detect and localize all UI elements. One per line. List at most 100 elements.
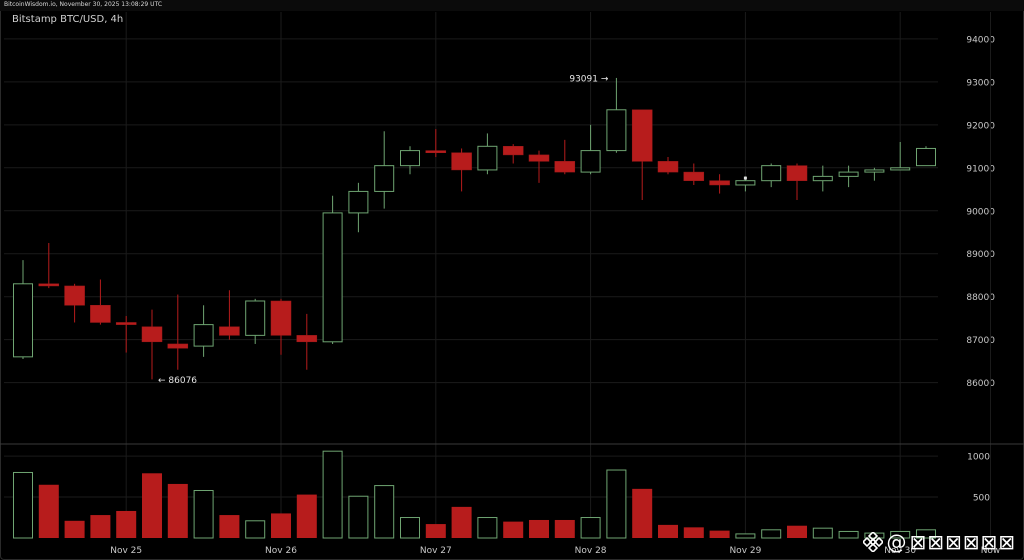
- candle-body-up: [400, 150, 420, 167]
- watermark-at: @: [886, 530, 907, 554]
- candle-body-down: [141, 326, 163, 343]
- volume-bar-up: [193, 489, 214, 539]
- candle-body-up: [735, 180, 756, 186]
- y-tick-label: 90000: [966, 207, 995, 217]
- volume-bar-up: [761, 529, 782, 539]
- x-tick-label: Nov 29: [729, 546, 761, 556]
- volume-bar-down: [219, 515, 240, 538]
- low-annotation: ← 86076: [158, 376, 197, 386]
- watermark-handle: ⊠⊠⊠⊠⊠⊠: [909, 530, 1016, 554]
- y-tick-label: 87000: [966, 336, 995, 346]
- candle-body-up: [348, 190, 369, 214]
- volume-bar-down: [503, 521, 524, 538]
- candle-body-down: [631, 109, 653, 162]
- candle-body-up: [838, 171, 859, 177]
- y-tick-label: 94000: [966, 35, 995, 45]
- candle-body-down: [709, 180, 730, 186]
- candle-body-up: [322, 212, 343, 343]
- volume-bar-down: [658, 524, 678, 538]
- x-tick-label: Nov 26: [265, 546, 297, 556]
- candle-body-up: [864, 169, 885, 173]
- y-tick-label: 92000: [966, 121, 995, 131]
- candle-body-up: [477, 145, 498, 171]
- binance-logo-icon: [863, 532, 884, 552]
- volume-bar-down: [632, 488, 653, 538]
- volume-bar-down: [451, 506, 472, 538]
- candle-body-down: [167, 343, 189, 349]
- volume-bar-up: [606, 469, 627, 539]
- candle-body-down: [38, 283, 60, 287]
- volume-bar-up: [838, 530, 859, 539]
- candle-body-down: [90, 305, 111, 323]
- y-tick-label: 93000: [966, 78, 995, 88]
- volume-bar-up: [890, 530, 911, 539]
- candle-body-up: [890, 167, 911, 171]
- volume-bar-up: [812, 527, 833, 539]
- candle-body-down: [64, 285, 85, 306]
- chart-title: Bitstamp BTC/USD, 4h: [12, 14, 124, 25]
- volume-tick-label: 1000: [967, 453, 990, 463]
- volume-bar-down: [787, 525, 807, 538]
- y-tick-label: 88000: [966, 293, 995, 303]
- candle-body-down: [657, 161, 679, 173]
- candle-body-down: [786, 165, 808, 181]
- volume-bar-down: [38, 484, 59, 538]
- volume-bar-up: [580, 517, 601, 539]
- volume-bar-down: [271, 513, 291, 538]
- candle-body-down: [270, 300, 292, 336]
- x-tick-label: Nov 30: [884, 546, 916, 556]
- x-tick-label: Now: [981, 546, 1001, 556]
- volume-bar-up: [916, 529, 936, 539]
- header-bar: BitcoinWisdom.io, November 30, 2025 13:0…: [0, 0, 1024, 11]
- candle-body-up: [606, 109, 627, 152]
- volume-bar-up: [245, 520, 266, 539]
- watermark: @ ⊠⊠⊠⊠⊠⊠: [863, 532, 1016, 552]
- volume-tick-label: 500: [973, 494, 990, 504]
- candle-body-down: [451, 152, 472, 171]
- volume-bar-down: [167, 483, 188, 538]
- volume-bar-up: [13, 471, 33, 539]
- candle-body-down: [683, 171, 705, 181]
- cursor-marker: [743, 176, 747, 180]
- volume-bar-up: [348, 495, 369, 539]
- volume-bar-down: [64, 520, 85, 538]
- volume-bar-up: [322, 450, 343, 539]
- x-tick-label: Nov 27: [420, 546, 452, 556]
- high-annotation: 93091 →: [569, 74, 608, 84]
- y-tick-label: 86000: [966, 379, 995, 389]
- volume-bar-up: [374, 485, 395, 539]
- candle-body-up: [812, 175, 833, 182]
- volume-bar-up: [735, 533, 756, 539]
- volume-bar-down: [683, 527, 704, 538]
- candle-body-up: [761, 165, 782, 182]
- volume-bar-up: [477, 517, 498, 539]
- volume-bar-down: [116, 510, 137, 538]
- candle-body-up: [374, 165, 395, 192]
- candle-body-up: [916, 147, 936, 167]
- volume-bar-down: [142, 473, 162, 538]
- y-tick-label: 91000: [966, 164, 995, 174]
- volume-bar-down: [554, 519, 575, 538]
- volume-bar-down: [529, 519, 549, 538]
- volume-bar-down: [425, 524, 446, 538]
- source-line: BitcoinWisdom.io, November 30, 2025 13:0…: [4, 1, 163, 8]
- candle-body-up: [580, 150, 601, 173]
- y-tick-label: 89000: [966, 250, 995, 260]
- x-tick-label: Nov 28: [575, 546, 607, 556]
- candle-body-down: [554, 161, 576, 173]
- volume-bar-up: [400, 517, 420, 539]
- volume-bar-down: [90, 515, 111, 538]
- candle-body-down: [219, 326, 240, 336]
- candle-body-down: [115, 322, 137, 325]
- volume-bar-down: [296, 494, 317, 538]
- candle-body-down: [296, 335, 318, 343]
- candle-body-down: [502, 146, 524, 156]
- candle-body-up: [13, 283, 33, 358]
- candle-body-down: [528, 154, 550, 162]
- candle-body-down: [425, 150, 447, 154]
- volume-bar-down: [709, 530, 730, 538]
- candle-body-up: [245, 300, 266, 336]
- candle-body-up: [193, 324, 214, 347]
